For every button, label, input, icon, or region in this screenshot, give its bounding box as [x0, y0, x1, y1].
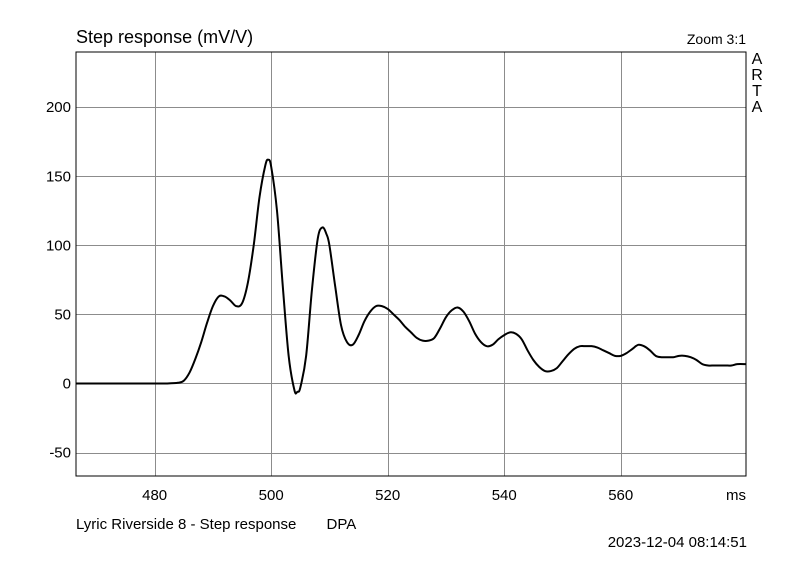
- y-tick-label: 200: [46, 99, 71, 116]
- y-tick-label: 50: [54, 306, 71, 323]
- x-unit-label: ms: [726, 487, 746, 504]
- x-tick-label: 540: [492, 487, 517, 504]
- caption-measurement: Lyric Riverside 8 - Step response: [76, 516, 297, 533]
- y-tick-label: 150: [46, 168, 71, 185]
- x-tick-label: 500: [259, 487, 284, 504]
- caption: Lyric Riverside 8 - Step response DPA: [76, 516, 356, 533]
- caption-device: DPA: [326, 516, 357, 533]
- brand-letter: A: [751, 51, 763, 68]
- zoom-label: Zoom 3:1: [686, 31, 746, 47]
- chart-title: Step response (mV/V): [76, 27, 254, 47]
- grid-lines: [76, 52, 746, 476]
- x-tick-label: 480: [142, 487, 167, 504]
- tick-labels: 480 500 520 540 560 -50 0 50 100 150 200 ms: [46, 99, 746, 504]
- x-tick-label: 560: [608, 487, 633, 504]
- timestamp: 2023-12-04 08:14:51: [607, 534, 747, 551]
- brand-letter: A: [751, 99, 763, 116]
- x-tick-label: 520: [375, 487, 400, 504]
- plot-frame: [75, 51, 747, 477]
- brand-letter: T: [752, 83, 762, 100]
- y-tick-label: 100: [46, 237, 71, 254]
- series-line: [75, 158, 747, 395]
- y-tick-label: -50: [49, 445, 71, 462]
- brand-letter: R: [751, 67, 763, 84]
- y-tick-label: 0: [63, 375, 71, 392]
